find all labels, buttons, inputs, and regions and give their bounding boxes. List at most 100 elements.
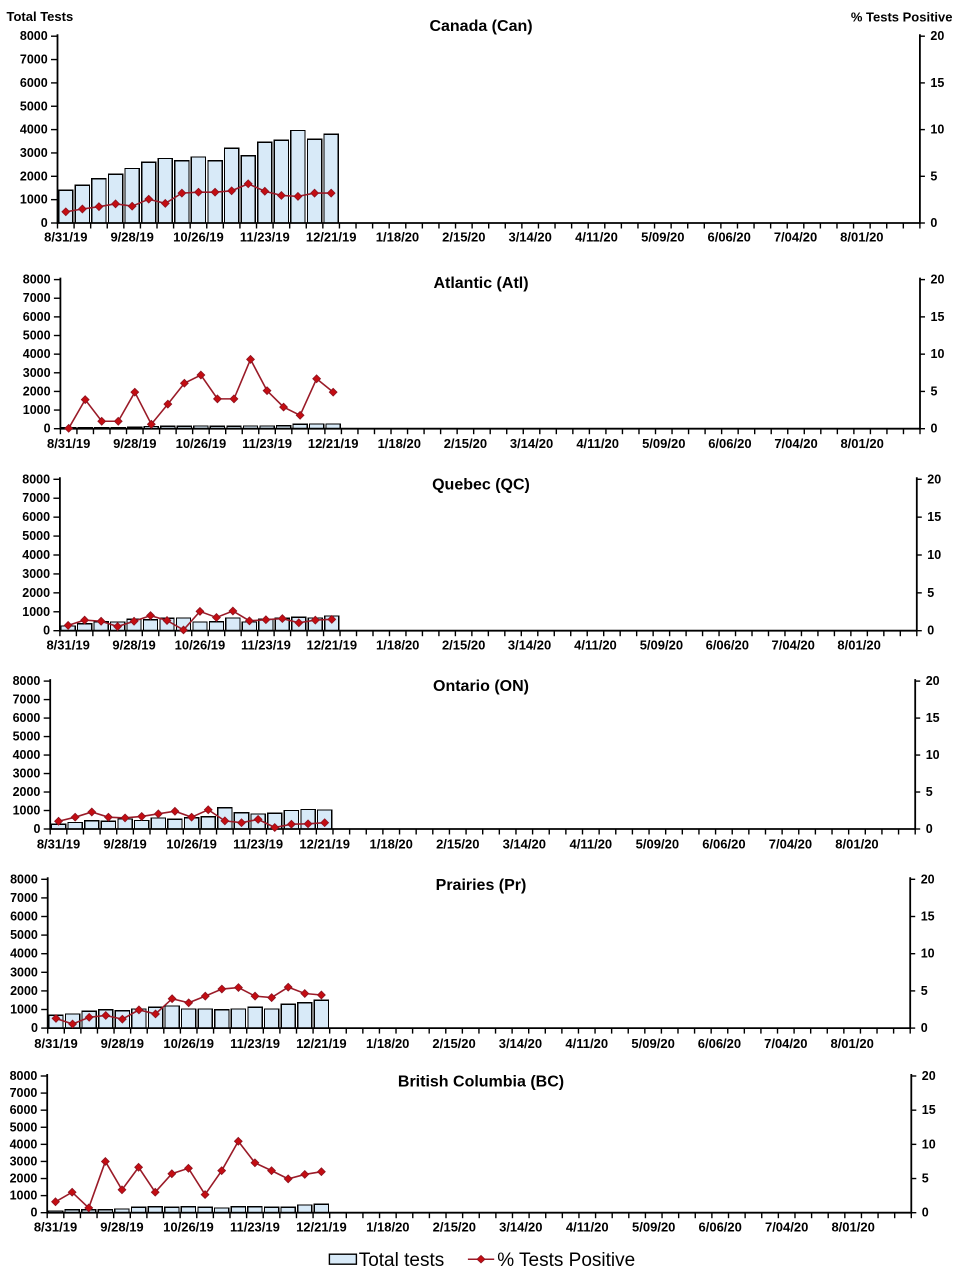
svg-text:9/28/19: 9/28/19	[113, 436, 156, 451]
svg-text:3000: 3000	[10, 1154, 38, 1168]
svg-text:2000: 2000	[23, 384, 51, 398]
svg-text:1000: 1000	[22, 605, 50, 619]
svg-text:6000: 6000	[10, 1103, 38, 1117]
svg-text:10: 10	[927, 548, 941, 562]
svg-text:7/04/20: 7/04/20	[764, 1036, 807, 1051]
svg-text:10/26/19: 10/26/19	[176, 436, 227, 451]
svg-text:9/28/19: 9/28/19	[110, 230, 153, 245]
svg-text:6000: 6000	[22, 510, 50, 524]
svg-text:5: 5	[927, 586, 934, 600]
svg-text:11/23/19: 11/23/19	[242, 436, 292, 451]
svg-text:2000: 2000	[10, 984, 38, 998]
svg-text:3/14/20: 3/14/20	[499, 1219, 542, 1234]
svg-text:5/09/20: 5/09/20	[631, 1036, 674, 1051]
svg-text:0: 0	[44, 422, 51, 436]
svg-text:10: 10	[921, 947, 935, 961]
svg-text:6/06/20: 6/06/20	[708, 436, 751, 451]
svg-text:5: 5	[930, 169, 937, 183]
svg-text:5: 5	[926, 785, 933, 799]
svg-text:0: 0	[41, 216, 48, 230]
svg-text:2000: 2000	[22, 586, 50, 600]
svg-text:3000: 3000	[20, 146, 48, 160]
svg-text:7000: 7000	[22, 491, 50, 505]
svg-text:6000: 6000	[13, 711, 41, 725]
svg-text:15: 15	[930, 76, 944, 90]
svg-text:10/26/19: 10/26/19	[175, 637, 226, 652]
svg-text:7/04/20: 7/04/20	[765, 1219, 808, 1234]
svg-text:0: 0	[33, 822, 40, 836]
svg-text:4000: 4000	[22, 548, 50, 562]
svg-text:9/28/19: 9/28/19	[103, 836, 146, 851]
svg-text:0: 0	[927, 624, 934, 638]
svg-text:0: 0	[30, 1206, 37, 1220]
svg-text:Prairies (Pr): Prairies (Pr)	[436, 877, 527, 894]
svg-text:2/15/20: 2/15/20	[442, 230, 485, 245]
svg-text:1000: 1000	[20, 193, 48, 207]
svg-text:7/04/20: 7/04/20	[772, 637, 815, 652]
svg-text:4/11/20: 4/11/20	[576, 436, 619, 451]
svg-text:5/09/20: 5/09/20	[632, 1219, 675, 1234]
svg-text:10: 10	[922, 1137, 936, 1151]
svg-text:9/28/19: 9/28/19	[101, 1036, 144, 1051]
svg-text:20: 20	[931, 273, 945, 287]
svg-text:2000: 2000	[13, 785, 41, 799]
svg-text:8/31/19: 8/31/19	[37, 836, 80, 851]
svg-text:6000: 6000	[23, 310, 51, 324]
svg-text:1000: 1000	[10, 1003, 38, 1017]
svg-text:0: 0	[931, 422, 938, 436]
svg-text:5: 5	[931, 384, 938, 398]
svg-text:15: 15	[927, 510, 941, 524]
svg-text:12/21/19: 12/21/19	[296, 1036, 347, 1051]
svg-text:3/14/20: 3/14/20	[508, 230, 551, 245]
svg-text:8000: 8000	[20, 29, 48, 43]
svg-text:3/14/20: 3/14/20	[503, 836, 546, 851]
svg-text:10/26/19: 10/26/19	[173, 230, 224, 245]
svg-text:3000: 3000	[23, 366, 51, 380]
svg-text:8000: 8000	[13, 674, 41, 688]
svg-text:3000: 3000	[13, 767, 41, 781]
svg-text:0: 0	[31, 1021, 38, 1035]
svg-text:12/21/19: 12/21/19	[306, 637, 357, 652]
svg-text:6/06/20: 6/06/20	[707, 230, 750, 245]
svg-text:6/06/20: 6/06/20	[699, 1219, 742, 1234]
svg-text:5/09/20: 5/09/20	[636, 836, 679, 851]
svg-text:12/21/19: 12/21/19	[308, 436, 359, 451]
svg-text:0: 0	[926, 822, 933, 836]
svg-text:6/06/20: 6/06/20	[706, 637, 749, 652]
svg-text:1/18/20: 1/18/20	[366, 1036, 409, 1051]
svg-text:6000: 6000	[10, 910, 38, 924]
svg-text:4000: 4000	[23, 347, 51, 361]
svg-text:Canada (Can): Canada (Can)	[429, 18, 532, 35]
svg-text:4/11/20: 4/11/20	[574, 637, 617, 652]
svg-text:4000: 4000	[20, 123, 48, 137]
svg-text:Total tests: Total tests	[359, 1250, 445, 1271]
svg-text:12/21/19: 12/21/19	[296, 1219, 347, 1234]
svg-text:4000: 4000	[10, 1137, 38, 1151]
svg-text:10: 10	[930, 123, 944, 137]
svg-text:8000: 8000	[10, 872, 38, 886]
svg-text:3/14/20: 3/14/20	[510, 436, 553, 451]
svg-text:8/31/19: 8/31/19	[47, 436, 90, 451]
svg-text:2/15/20: 2/15/20	[436, 836, 479, 851]
svg-text:8/01/20: 8/01/20	[835, 836, 878, 851]
svg-text:4/11/20: 4/11/20	[570, 836, 613, 851]
svg-text:8000: 8000	[23, 273, 51, 287]
svg-text:0: 0	[930, 216, 937, 230]
svg-text:Ontario (ON): Ontario (ON)	[433, 678, 529, 695]
svg-text:6/06/20: 6/06/20	[702, 836, 745, 851]
svg-text:20: 20	[930, 29, 944, 43]
svg-text:2/15/20: 2/15/20	[433, 1219, 476, 1234]
svg-text:8/31/19: 8/31/19	[46, 637, 89, 652]
svg-text:10/26/19: 10/26/19	[166, 836, 217, 851]
svg-text:8/31/19: 8/31/19	[44, 230, 87, 245]
svg-text:1000: 1000	[10, 1189, 38, 1203]
svg-text:% Tests Positive: % Tests Positive	[497, 1250, 635, 1271]
svg-text:5000: 5000	[13, 730, 41, 744]
svg-text:8/01/20: 8/01/20	[840, 436, 883, 451]
svg-text:7/04/20: 7/04/20	[769, 836, 812, 851]
svg-text:20: 20	[921, 872, 935, 886]
svg-text:5000: 5000	[23, 329, 51, 343]
svg-text:British Columbia (BC): British Columbia (BC)	[398, 1074, 564, 1091]
svg-text:5000: 5000	[10, 1120, 38, 1134]
svg-text:8000: 8000	[22, 472, 50, 486]
